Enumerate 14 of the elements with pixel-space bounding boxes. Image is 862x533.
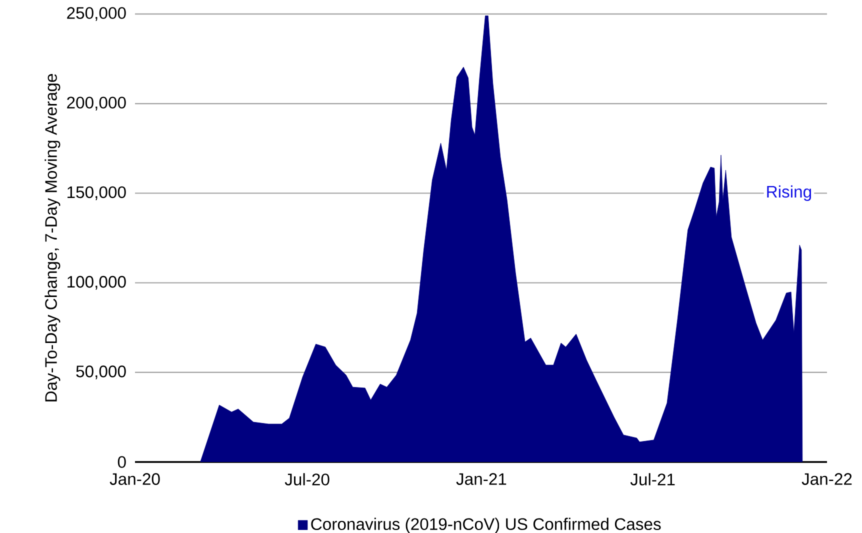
y-tick-label: 250,000 [67,7,126,21]
x-tick-label: Jan-21 [456,473,506,485]
annotation: Rising [767,185,812,201]
y-tick-label: 0 [118,456,126,468]
y-tick-label: 50,000 [76,366,126,380]
legend-label: Coronavirus (2019-nCoV) US Confirmed Cases [311,518,661,533]
x-tick-label: Jan-22 [802,473,852,485]
x-tick-label: Jan-20 [110,473,160,485]
y-tick-label: 200,000 [67,96,126,110]
y-tick-label: 100,000 [68,276,126,290]
x-tick-label: Jul-21 [630,473,675,486]
y-axis-title: Day-To-Day Change, 7-Day Moving Average [44,74,60,402]
y-tick-label: 150,000 [68,186,126,200]
x-tick-label: Jul-20 [284,473,330,486]
